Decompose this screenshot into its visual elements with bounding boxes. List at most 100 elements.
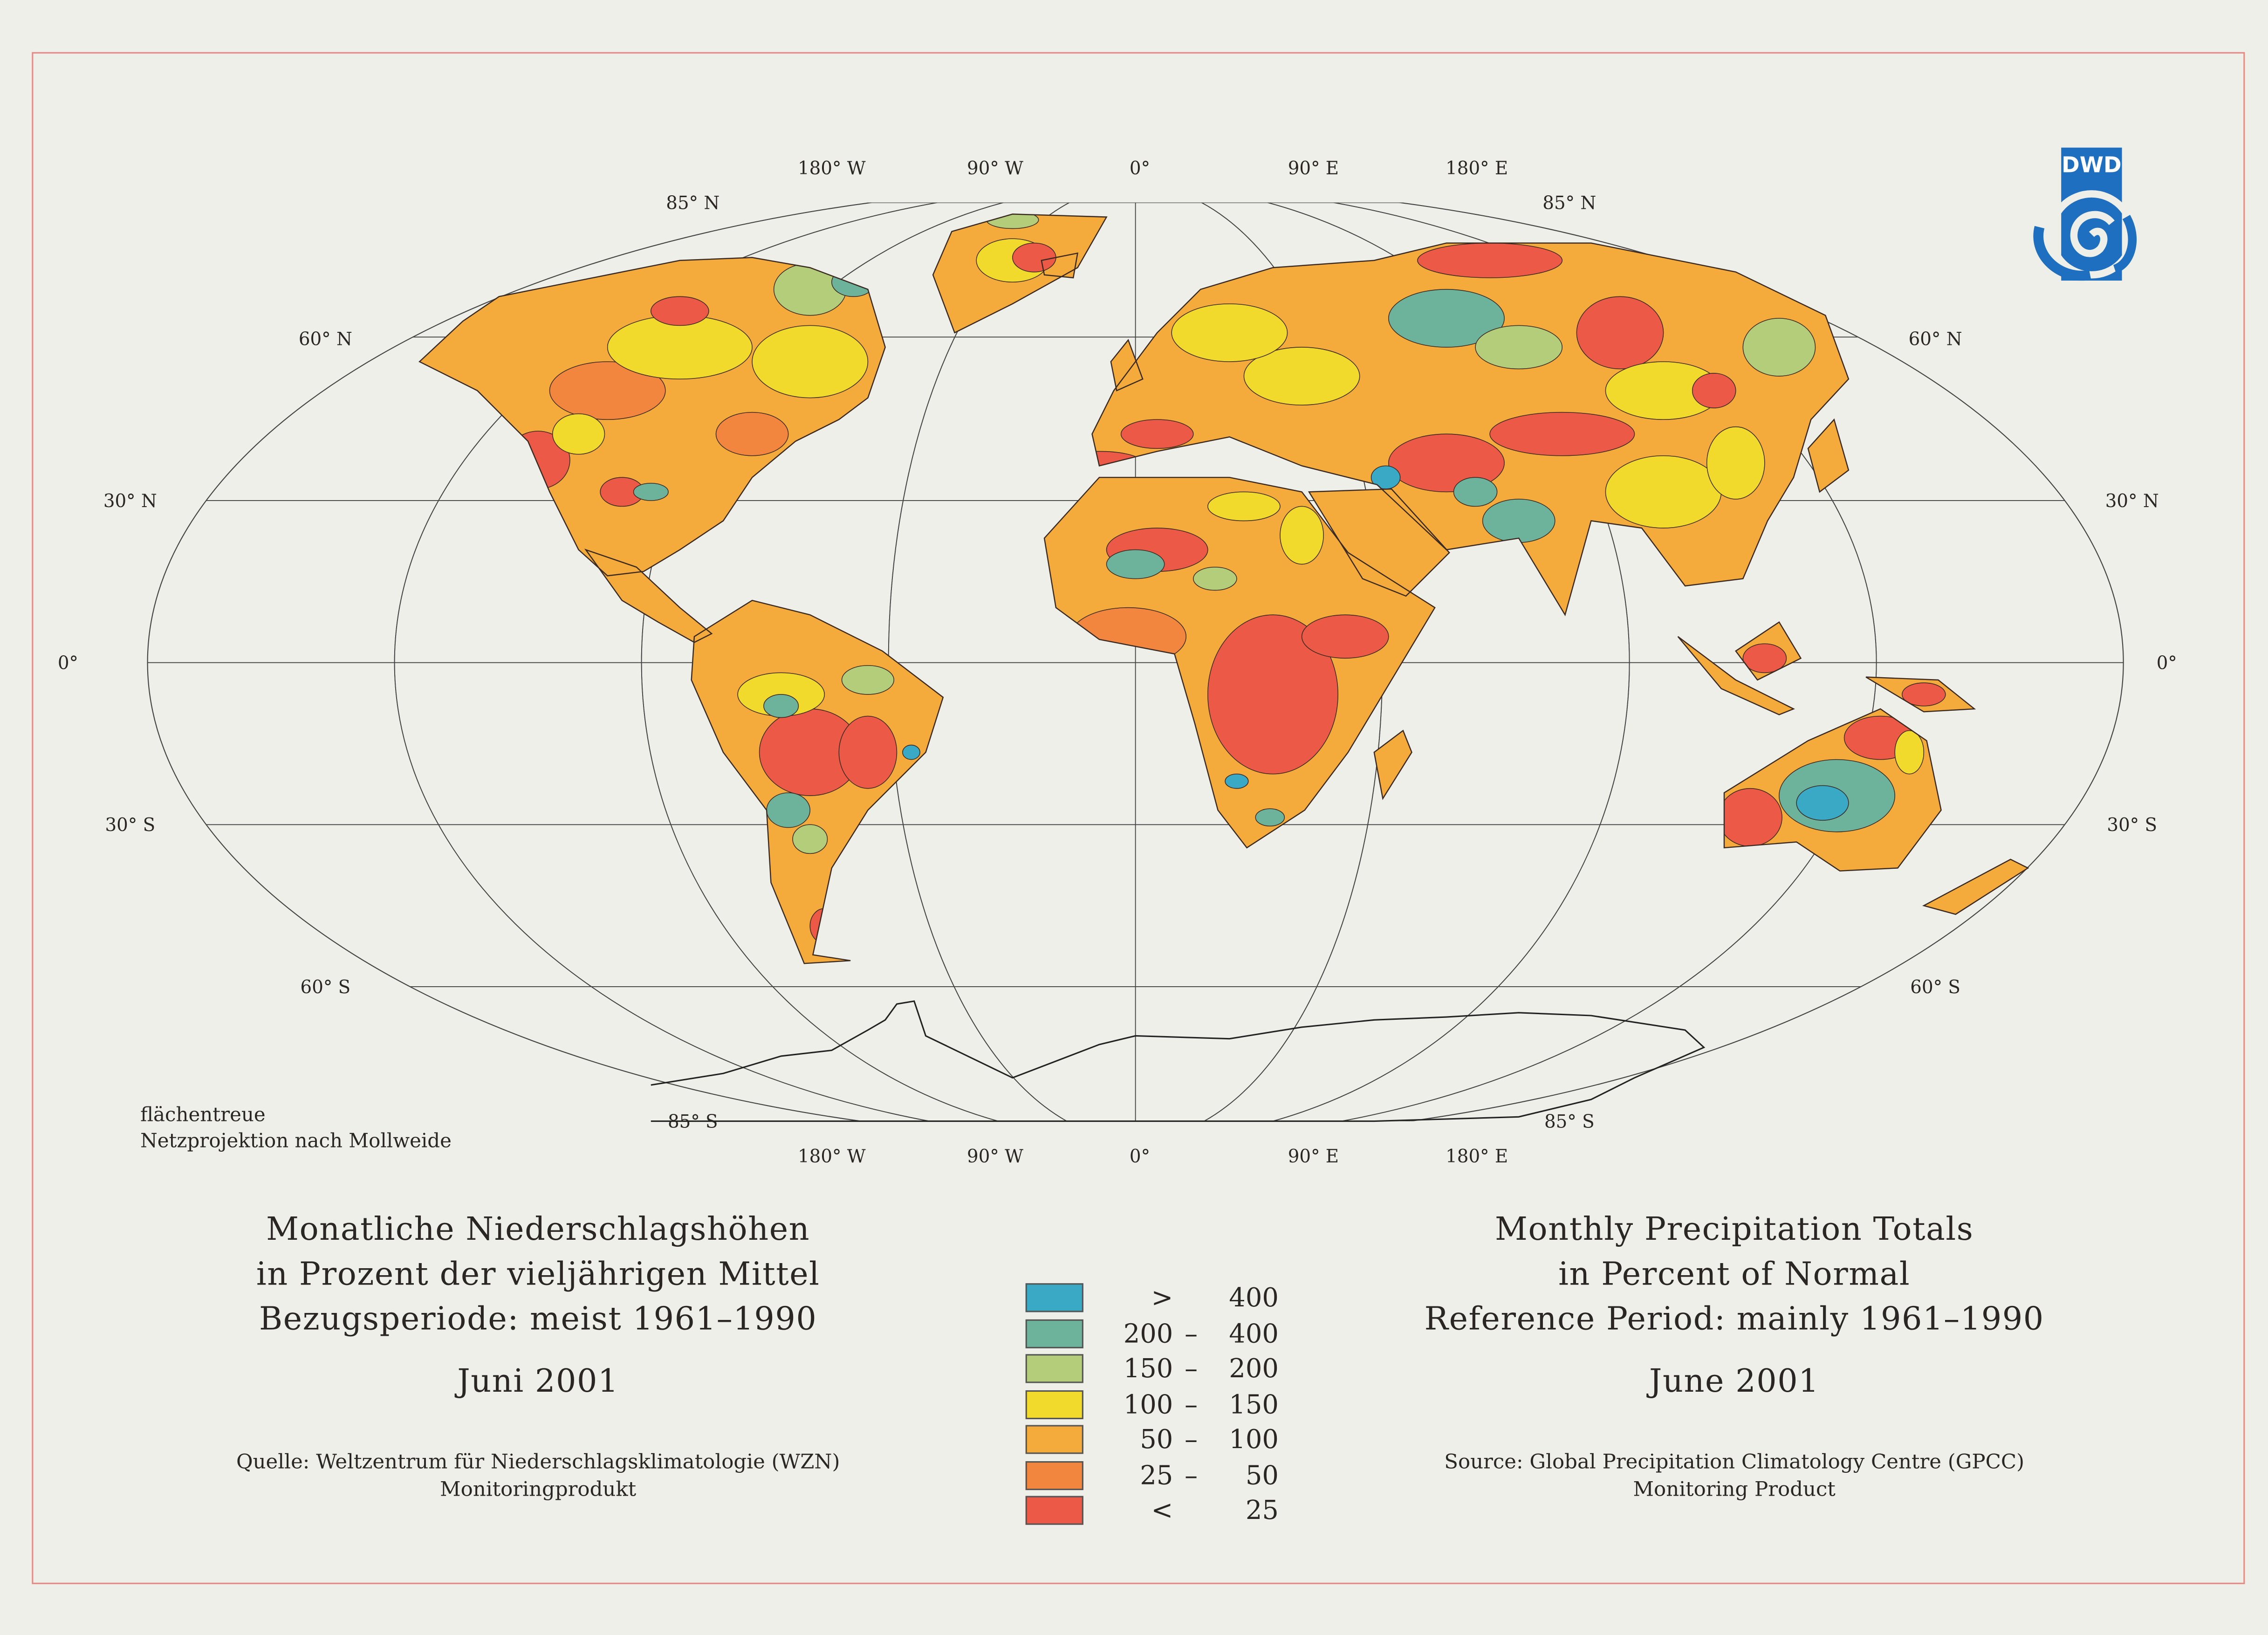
precip-zone xyxy=(1243,347,1360,405)
coastline-iceland xyxy=(1041,252,1079,279)
legend-range-separator: – xyxy=(1185,1354,1198,1385)
latitude-label-left: 30° S xyxy=(105,814,156,836)
landmass-arabia xyxy=(1309,489,1450,596)
legend-swatch xyxy=(1025,1354,1083,1383)
landmass-central-america xyxy=(586,550,712,643)
latitude-label-left: 85° S xyxy=(667,1110,718,1132)
precip-zone xyxy=(1576,296,1664,370)
title-english-line-2: in Percent of Normal xyxy=(1558,1257,1911,1293)
legend-swatch xyxy=(1025,1425,1083,1454)
latitude-label-right: 30° N xyxy=(2105,489,2159,512)
precip-zone xyxy=(1489,412,1635,456)
precip-zone xyxy=(1901,682,1946,707)
coastline-japan xyxy=(1807,418,1850,493)
coastline-central-america xyxy=(584,549,713,643)
precip-zone xyxy=(1388,289,1505,348)
precip-zone xyxy=(1796,785,1849,821)
precip-zone xyxy=(715,412,789,456)
date-english: June 2001 xyxy=(1649,1364,1820,1401)
source-german-line-2: Monitoringprodukt xyxy=(440,1478,637,1502)
latitude-label-right: 85° N xyxy=(1542,192,1597,213)
latitude-label-right: 60° N xyxy=(1908,328,1962,350)
title-german-line-1: Monatliche Niederschlagshöhen xyxy=(266,1212,810,1249)
precipitation-zones xyxy=(506,214,1946,944)
legend-range-separator: – xyxy=(1185,1460,1198,1491)
precip-zone xyxy=(1171,303,1288,362)
longitude-label-top: 180° W xyxy=(797,157,866,179)
latitude-label-left: 85° N xyxy=(666,192,720,213)
precip-zone xyxy=(1055,451,1143,475)
longitude-label-top: 90° W xyxy=(967,157,1024,179)
svg-text:DWD: DWD xyxy=(2062,152,2122,177)
legend-range-high: 25 xyxy=(1245,1496,1279,1526)
legend-range-low: 100 xyxy=(1123,1389,1173,1420)
legend-swatch xyxy=(1025,1496,1083,1525)
precip-zone xyxy=(809,908,840,944)
legend-range-high: 150 xyxy=(1229,1389,1279,1420)
title-english-line-3: Reference Period: mainly 1961–1990 xyxy=(1424,1302,2044,1339)
latitude-label-left: 60° N xyxy=(298,328,352,350)
precip-zone xyxy=(763,694,799,718)
coastline-indonesia xyxy=(1677,636,1795,715)
precip-zone xyxy=(838,715,898,789)
latitude-label-right: 85° S xyxy=(1544,1110,1595,1132)
precip-zone xyxy=(1692,373,1736,409)
precip-zone xyxy=(1605,455,1722,529)
precip-zone xyxy=(902,744,920,760)
latitude-label-left: 60° S xyxy=(300,976,351,998)
coastlines xyxy=(418,213,2029,964)
legend-range-high: 400 xyxy=(1229,1319,1279,1349)
precip-zone xyxy=(1706,426,1765,500)
coastline-south-america xyxy=(691,599,944,964)
longitude-label-bottom: 180° W xyxy=(797,1145,866,1167)
precip-zone xyxy=(766,792,811,828)
precip-zone xyxy=(1106,549,1165,579)
coastline-africa xyxy=(1043,477,1436,849)
precip-zone xyxy=(1453,477,1498,507)
legend-range-low: 150 xyxy=(1123,1354,1173,1385)
coastline-borneo xyxy=(1735,621,1802,681)
landmass-madagascar xyxy=(1374,730,1412,799)
precip-zone xyxy=(1193,566,1237,591)
precip-zone xyxy=(1894,730,1925,775)
precip-zone xyxy=(1482,499,1555,543)
title-german: Monatliche Niederschlagshöhen in Prozent… xyxy=(236,1208,840,1504)
precip-zone xyxy=(1301,614,1389,659)
legend-swatch xyxy=(1025,1319,1083,1348)
precip-zone xyxy=(1012,242,1056,273)
source-english-line-2: Monitoring Product xyxy=(1633,1478,1836,1502)
legend-range-high: 50 xyxy=(1245,1460,1279,1491)
precip-zone xyxy=(1475,325,1563,370)
precip-zone xyxy=(1742,318,1816,377)
precip-zone xyxy=(841,665,895,695)
title-german-line-3: Bezugsperiode: meist 1961–1990 xyxy=(259,1302,817,1339)
precip-zone xyxy=(1280,506,1324,565)
antarctica-outline xyxy=(651,1000,1706,1122)
coastline-australia xyxy=(1723,708,1942,872)
dwd-logo: DWD xyxy=(2033,147,2137,281)
coastline-new-zealand xyxy=(1922,859,2029,915)
title-english: Monthly Precipitation Totals in Percent … xyxy=(1425,1208,2044,1504)
precip-zone xyxy=(1207,491,1281,522)
precip-zone xyxy=(1225,773,1249,789)
longitude-label-bottom: 90° E xyxy=(1288,1145,1339,1167)
precip-zone xyxy=(1370,465,1401,489)
precip-zone xyxy=(1718,788,1782,847)
coastline-arabia xyxy=(1308,488,1450,597)
title-german-line-2: in Prozent der vieljährigen Mittel xyxy=(256,1257,820,1293)
coastline-new-guinea xyxy=(1865,676,1976,713)
latitude-label-right: 0° xyxy=(2156,652,2177,673)
projection-note-line-1: flächentreue xyxy=(140,1104,266,1127)
legend-range-low: 25 xyxy=(1140,1460,1173,1491)
landmass-japan xyxy=(1808,419,1849,492)
legend-range-low: < xyxy=(1151,1496,1173,1526)
source-english-line-1: Source: Global Precipitation Climatology… xyxy=(1444,1451,2025,1474)
source-german-line-1: Quelle: Weltzentrum für Niederschlagskli… xyxy=(236,1451,840,1474)
legend-range-low: 50 xyxy=(1140,1425,1173,1456)
coastline-madagascar xyxy=(1373,729,1412,800)
longitude-label-bottom: 90° W xyxy=(967,1145,1024,1167)
precip-zone xyxy=(1207,614,1338,775)
precip-zone xyxy=(1120,419,1194,449)
